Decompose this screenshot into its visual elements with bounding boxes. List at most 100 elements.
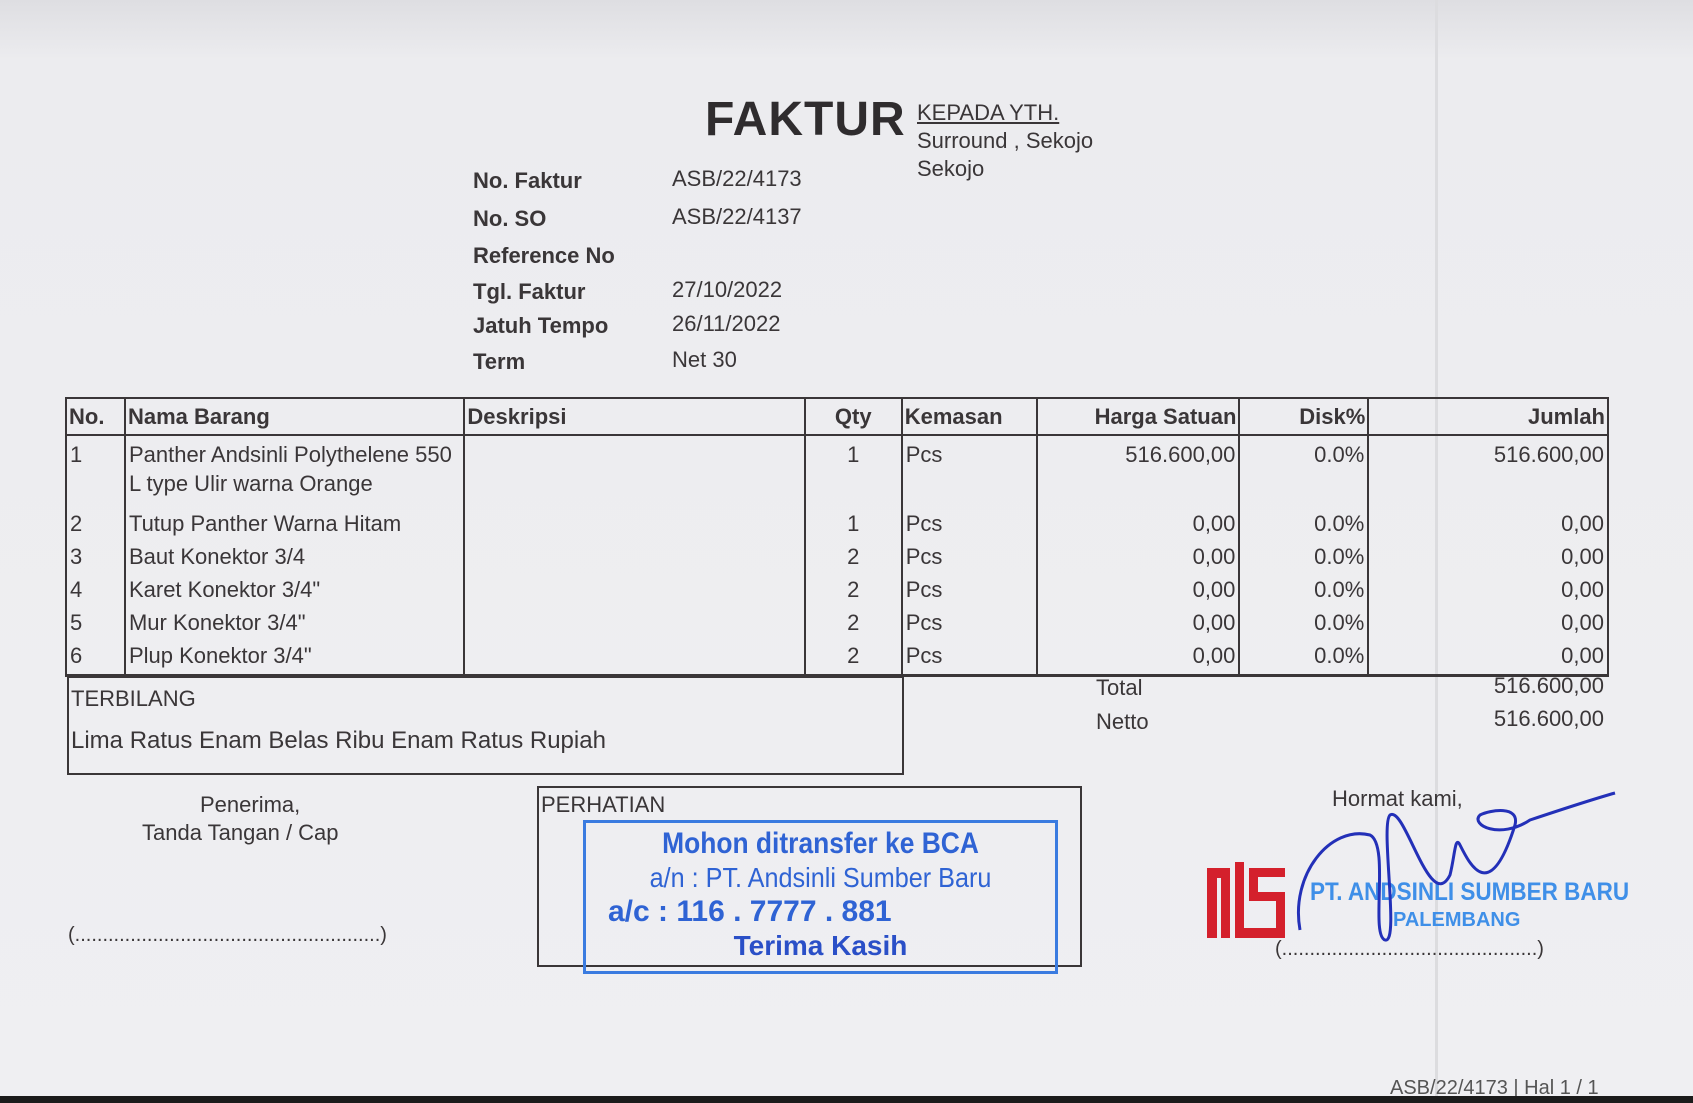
cell-price: 0,00 bbox=[1035, 507, 1241, 540]
table-row: 1 Panther Andsinli Polythelene 550 L type… bbox=[65, 435, 1609, 507]
cell-no: 3 bbox=[65, 540, 126, 573]
info-label: Reference No bbox=[473, 243, 615, 268]
cell-name: Baut Konektor 3/4 bbox=[123, 540, 466, 573]
cell-price: 0,00 bbox=[1035, 639, 1241, 677]
page-reference: ASB/22/4173 | Hal 1 / 1 bbox=[1390, 1077, 1599, 1099]
table-row: 3 Baut Konektor 3/4 2 Pcs 0,00 0.0% 0,00 bbox=[65, 540, 1609, 573]
total-label: Total bbox=[1096, 675, 1143, 700]
table-row: 5 Mur Konektor 3/4" 2 Pcs 0,00 0.0% 0,00 bbox=[65, 606, 1609, 639]
column-header: Deskripsi bbox=[463, 397, 806, 436]
cell-qty: 2 bbox=[803, 573, 903, 606]
column-header: Nama Barang bbox=[123, 397, 466, 436]
netto-label: Netto bbox=[1096, 709, 1149, 734]
cell-amount: 516.600,00 bbox=[1367, 435, 1609, 507]
cell-desc bbox=[463, 639, 806, 677]
terbilang-text: Lima Ratus Enam Belas Ribu Enam Ratus Ru… bbox=[71, 727, 606, 754]
scan-edge bbox=[0, 1096, 1693, 1103]
cell-no: 2 bbox=[65, 507, 126, 540]
recipient-line2: Sekojo bbox=[917, 156, 985, 181]
closing-text: Hormat kami, bbox=[1332, 786, 1463, 811]
info-label: Tgl. Faktur bbox=[473, 279, 586, 304]
cell-name: Mur Konektor 3/4" bbox=[123, 606, 466, 639]
info-value: 26/11/2022 bbox=[672, 311, 781, 336]
info-label: Term bbox=[473, 349, 526, 374]
cell-unit: Pcs bbox=[900, 573, 1038, 606]
cell-no: 5 bbox=[65, 606, 126, 639]
table-row: 6 Plup Konektor 3/4" 2 Pcs 0,00 0.0% 0,00 bbox=[65, 639, 1609, 677]
recipient-line1: Surround , Sekojo bbox=[917, 128, 1094, 153]
total-value: 516.600,00 bbox=[1493, 673, 1604, 698]
cell-disc: 0.0% bbox=[1238, 573, 1370, 606]
netto-value: 516.600,00 bbox=[1493, 706, 1604, 731]
info-value: ASB/22/4137 bbox=[672, 204, 802, 229]
document-title: FAKTUR bbox=[705, 93, 906, 146]
table-row: 2 Tutup Panther Warna Hitam 1 Pcs 0,00 0.0% 0,… bbox=[65, 507, 1609, 540]
cell-unit: Pcs bbox=[900, 639, 1038, 677]
cell-qty: 2 bbox=[803, 639, 903, 677]
cell-disc: 0.0% bbox=[1238, 435, 1370, 507]
cell-desc bbox=[463, 435, 806, 507]
terbilang-label: TERBILANG bbox=[71, 686, 196, 711]
cell-name: Plup Konektor 3/4" bbox=[123, 639, 466, 677]
cell-disc: 0.0% bbox=[1238, 540, 1370, 573]
signature-icon bbox=[1297, 791, 1616, 942]
cell-price: 0,00 bbox=[1035, 606, 1241, 639]
notice-box: PERHATIAN bbox=[537, 786, 1082, 967]
sender-signature-line: (.......................................… bbox=[1275, 938, 1544, 960]
company-logo-icon bbox=[1207, 862, 1285, 938]
items-table: No. Nama Barang Deskripsi Qty Kemasan Harga S… bbox=[65, 397, 1609, 677]
notice-label: PERHATIAN bbox=[541, 792, 666, 817]
cell-qty: 1 bbox=[803, 435, 903, 507]
cell-qty: 2 bbox=[803, 606, 903, 639]
column-header: Disk% bbox=[1238, 397, 1370, 436]
cell-name: Karet Konektor 3/4" bbox=[123, 573, 466, 606]
cell-price: 516.600,00 bbox=[1035, 435, 1241, 507]
cell-amount: 0,00 bbox=[1367, 507, 1609, 540]
cell-name: Tutup Panther Warna Hitam bbox=[123, 507, 466, 540]
column-header: Harga Satuan bbox=[1035, 397, 1241, 436]
company-stamp-name: PT. ANDSINLI SUMBER BARU bbox=[1310, 878, 1630, 906]
cell-amount: 0,00 bbox=[1367, 573, 1609, 606]
cell-price: 0,00 bbox=[1035, 540, 1241, 573]
cell-disc: 0.0% bbox=[1238, 507, 1370, 540]
column-header: No. bbox=[65, 397, 126, 436]
receiver-label: Penerima, bbox=[200, 792, 301, 817]
table-row: 4 Karet Konektor 3/4" 2 Pcs 0,00 0.0% 0,00 bbox=[65, 573, 1609, 606]
cell-desc bbox=[463, 573, 806, 606]
cell-unit: Pcs bbox=[900, 435, 1038, 507]
cell-price: 0,00 bbox=[1035, 573, 1241, 606]
table-header: No. Nama Barang Deskripsi Qty Kemasan Harga S… bbox=[65, 397, 1609, 436]
stamp-line4: Terima Kasih bbox=[733, 930, 908, 961]
stamp-line1: Mohon ditransfer ke BCA bbox=[662, 827, 979, 860]
cell-no: 1 bbox=[65, 435, 126, 507]
cell-desc bbox=[463, 540, 806, 573]
cell-name: Panther Andsinli Polythelene 550 L type … bbox=[123, 435, 466, 507]
recipient-label: KEPADA YTH. bbox=[917, 100, 1060, 125]
cell-qty: 2 bbox=[803, 540, 903, 573]
cell-desc bbox=[463, 507, 806, 540]
cell-desc bbox=[463, 606, 806, 639]
cell-no: 6 bbox=[65, 639, 126, 677]
cell-disc: 0.0% bbox=[1238, 639, 1370, 677]
column-header: Qty bbox=[803, 397, 903, 436]
cell-no: 4 bbox=[65, 573, 126, 606]
cell-amount: 0,00 bbox=[1367, 540, 1609, 573]
info-label: No. SO bbox=[473, 206, 547, 231]
cell-amount: 0,00 bbox=[1367, 606, 1609, 639]
column-header: Jumlah bbox=[1367, 397, 1609, 436]
cell-unit: Pcs bbox=[900, 507, 1038, 540]
receiver-signature-line: (.......................................… bbox=[68, 924, 387, 946]
cell-amount: 0,00 bbox=[1367, 639, 1609, 677]
info-value: Net 30 bbox=[672, 347, 737, 372]
receiver-sign-label: Tanda Tangan / Cap bbox=[142, 820, 339, 845]
terbilang-box: TERBILANG Lima Ratus Enam Belas Ribu Ena… bbox=[67, 676, 904, 775]
info-label: No. Faktur bbox=[473, 168, 582, 193]
info-label: Jatuh Tempo bbox=[473, 313, 609, 338]
company-stamp-city: PALEMBANG bbox=[1393, 909, 1521, 931]
bank-transfer-stamp: Mohon ditransfer ke BCA a/n : PT. Andsin… bbox=[583, 820, 1058, 974]
cell-unit: Pcs bbox=[900, 606, 1038, 639]
cell-qty: 1 bbox=[803, 507, 903, 540]
cell-unit: Pcs bbox=[900, 540, 1038, 573]
info-value: 27/10/2022 bbox=[672, 277, 783, 302]
info-value: ASB/22/4173 bbox=[672, 166, 802, 191]
